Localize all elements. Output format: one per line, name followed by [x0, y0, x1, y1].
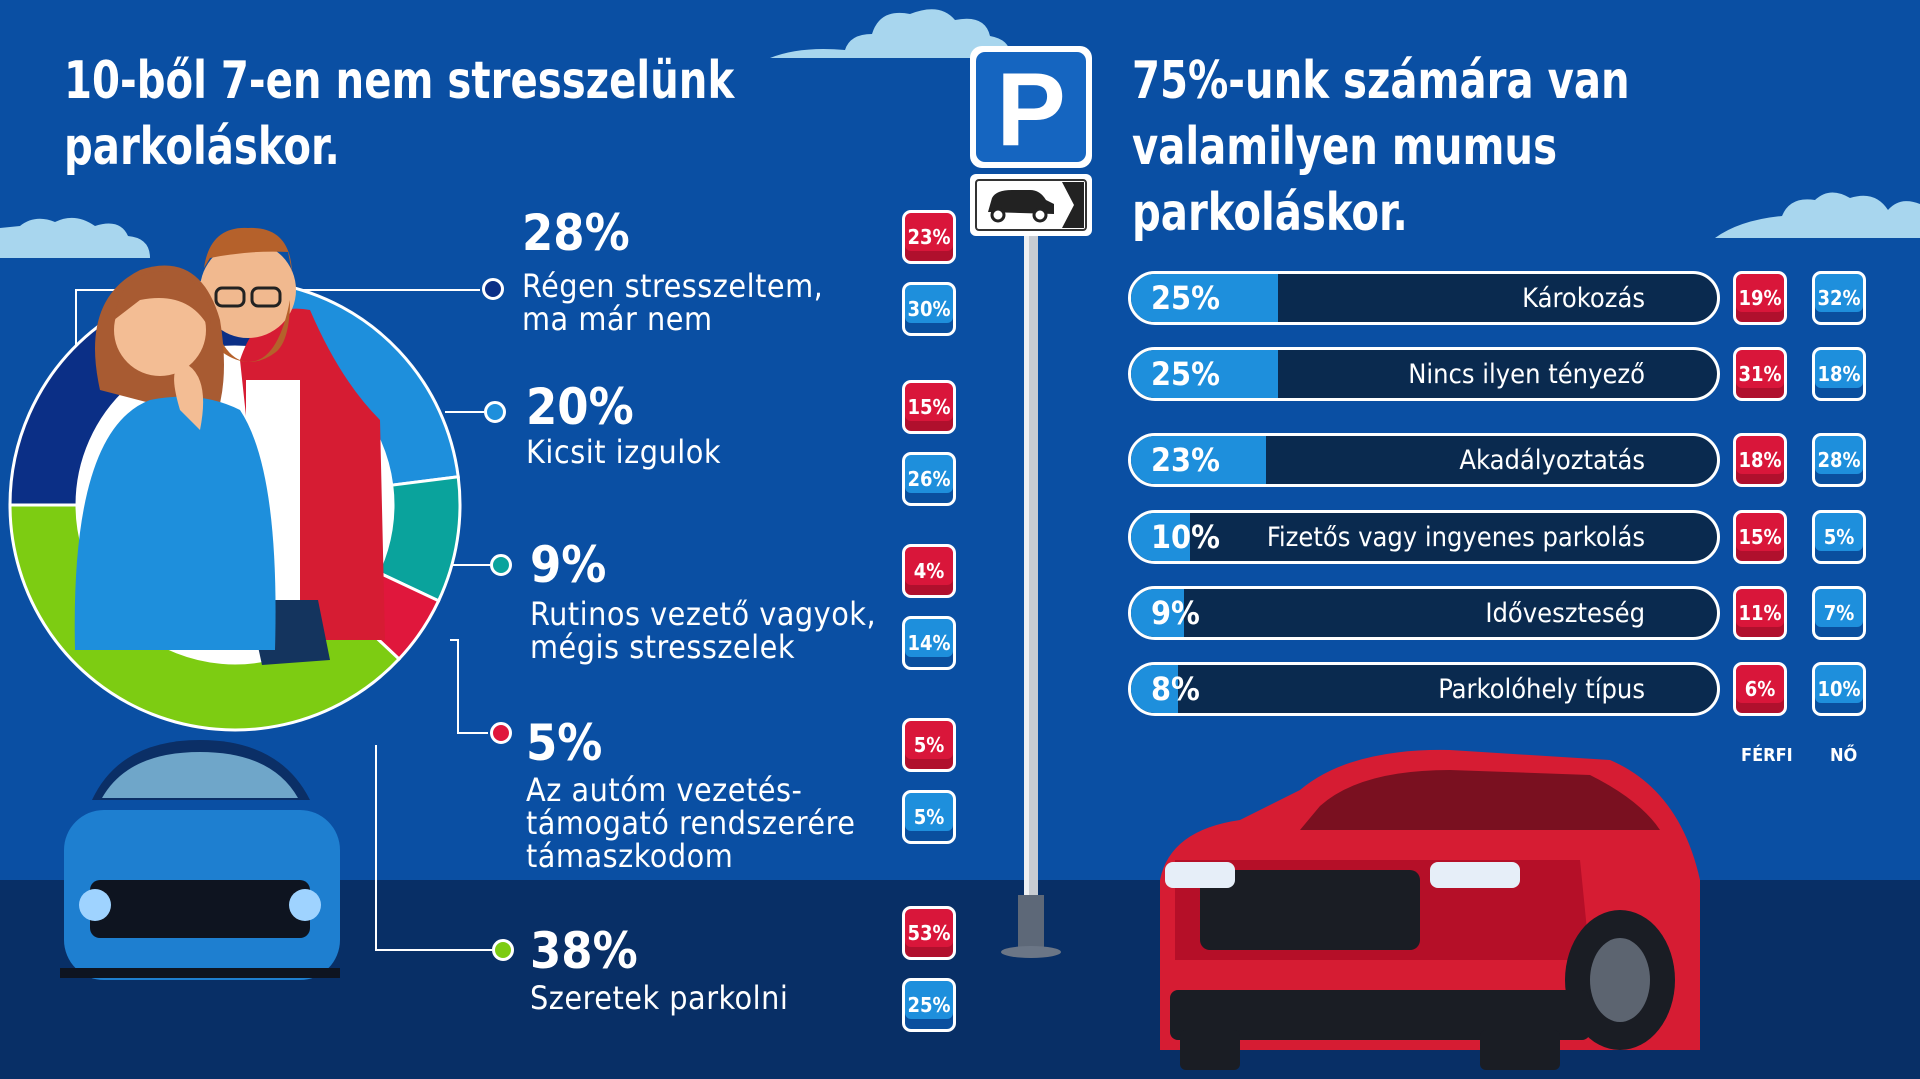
legend-dot	[492, 939, 514, 961]
segment-value: 38%	[530, 922, 638, 980]
bar-row: 8% Parkolóhely típus	[1128, 662, 1720, 716]
female-badge: 5%	[1812, 510, 1866, 564]
parking-sign-letter: P	[996, 52, 1065, 168]
small-car-illustration	[60, 740, 340, 980]
bar-label: Nincs ilyen tényező	[1408, 359, 1645, 390]
female-badge: 28%	[1812, 433, 1866, 487]
bar-row: 10% Fizetős vagy ingyenes parkolás	[1128, 510, 1720, 564]
female-badge: 14%	[902, 616, 956, 670]
bar-fill	[1131, 665, 1178, 713]
male-badge: 11%	[1733, 586, 1787, 640]
female-badge: 32%	[1812, 271, 1866, 325]
bar-value: 10%	[1151, 518, 1220, 556]
segment-value: 20%	[526, 378, 634, 436]
bar-value: 25%	[1151, 355, 1220, 393]
segment-label: Az autóm vezetés- támogató rendszerére t…	[526, 771, 856, 875]
male-badge: 6%	[1733, 662, 1787, 716]
female-badge: 18%	[1812, 347, 1866, 401]
bar-label: Parkolóhely típus	[1438, 674, 1645, 705]
segment-label: Régen stresszeltem, ma már nem	[522, 267, 824, 338]
bar-row: 9% Időveszteség	[1128, 586, 1720, 640]
male-badge: 53%	[902, 906, 956, 960]
bar-value: 25%	[1151, 279, 1220, 317]
male-badge: 23%	[902, 210, 956, 264]
legend-dot	[490, 554, 512, 576]
female-badge: 10%	[1812, 662, 1866, 716]
male-badge: 19%	[1733, 271, 1787, 325]
segment-label: Szeretek parkolni	[530, 979, 789, 1017]
female-badge: 26%	[902, 452, 956, 506]
right-title: 75%-unk számára van valamilyen mumus par…	[1132, 51, 1630, 243]
male-badge: 15%	[902, 380, 956, 434]
legend-dot	[484, 401, 506, 423]
bar-label: Akadályoztatás	[1459, 445, 1645, 476]
legend-dot	[482, 278, 504, 300]
segment-value: 5%	[526, 714, 603, 772]
segment-value: 9%	[530, 536, 607, 594]
suv-illustration	[1160, 749, 1700, 1070]
bar-fill	[1131, 513, 1190, 561]
bar-label: Időveszteség	[1485, 598, 1645, 629]
male-badge: 4%	[902, 544, 956, 598]
female-badge: 25%	[902, 978, 956, 1032]
male-badge: 18%	[1733, 433, 1787, 487]
bar-row: 25% Nincs ilyen tényező	[1128, 347, 1720, 401]
parking-sign	[970, 46, 1092, 958]
donut-leader-lines	[75, 289, 492, 951]
bar-value: 9%	[1151, 594, 1200, 632]
legend-dot	[490, 722, 512, 744]
segment-label: Kicsit izgulok	[526, 433, 722, 471]
cloud-icon	[770, 9, 1011, 58]
bar-row: 25% Károkozás	[1128, 271, 1720, 325]
segment-value: 28%	[522, 204, 630, 262]
couple-illustration	[74, 227, 385, 665]
segment-label: Rutinos vezető vagyok, mégis stresszelek	[530, 595, 877, 666]
male-column-label: FÉRFI	[1741, 745, 1793, 766]
male-badge: 5%	[902, 718, 956, 772]
male-badge: 31%	[1733, 347, 1787, 401]
female-badge: 30%	[902, 282, 956, 336]
female-column-label: NŐ	[1830, 745, 1858, 766]
left-title: 10-ből 7-en nem stresszelünk parkoláskor…	[64, 51, 735, 177]
bar-value: 23%	[1151, 441, 1220, 479]
male-badge: 15%	[1733, 510, 1787, 564]
bar-fill	[1131, 589, 1184, 637]
bar-fill	[1131, 350, 1278, 398]
cloud-icon	[0, 217, 150, 258]
bar-label: Fizetős vagy ingyenes parkolás	[1266, 522, 1645, 553]
bar-row: 23% Akadályoztatás	[1128, 433, 1720, 487]
bar-label: Károkozás	[1522, 283, 1645, 314]
bar-fill	[1131, 274, 1278, 322]
cloud-icon	[1715, 192, 1920, 238]
bar-value: 8%	[1151, 670, 1200, 708]
female-badge: 5%	[902, 790, 956, 844]
female-badge: 7%	[1812, 586, 1866, 640]
bar-fill	[1131, 436, 1266, 484]
